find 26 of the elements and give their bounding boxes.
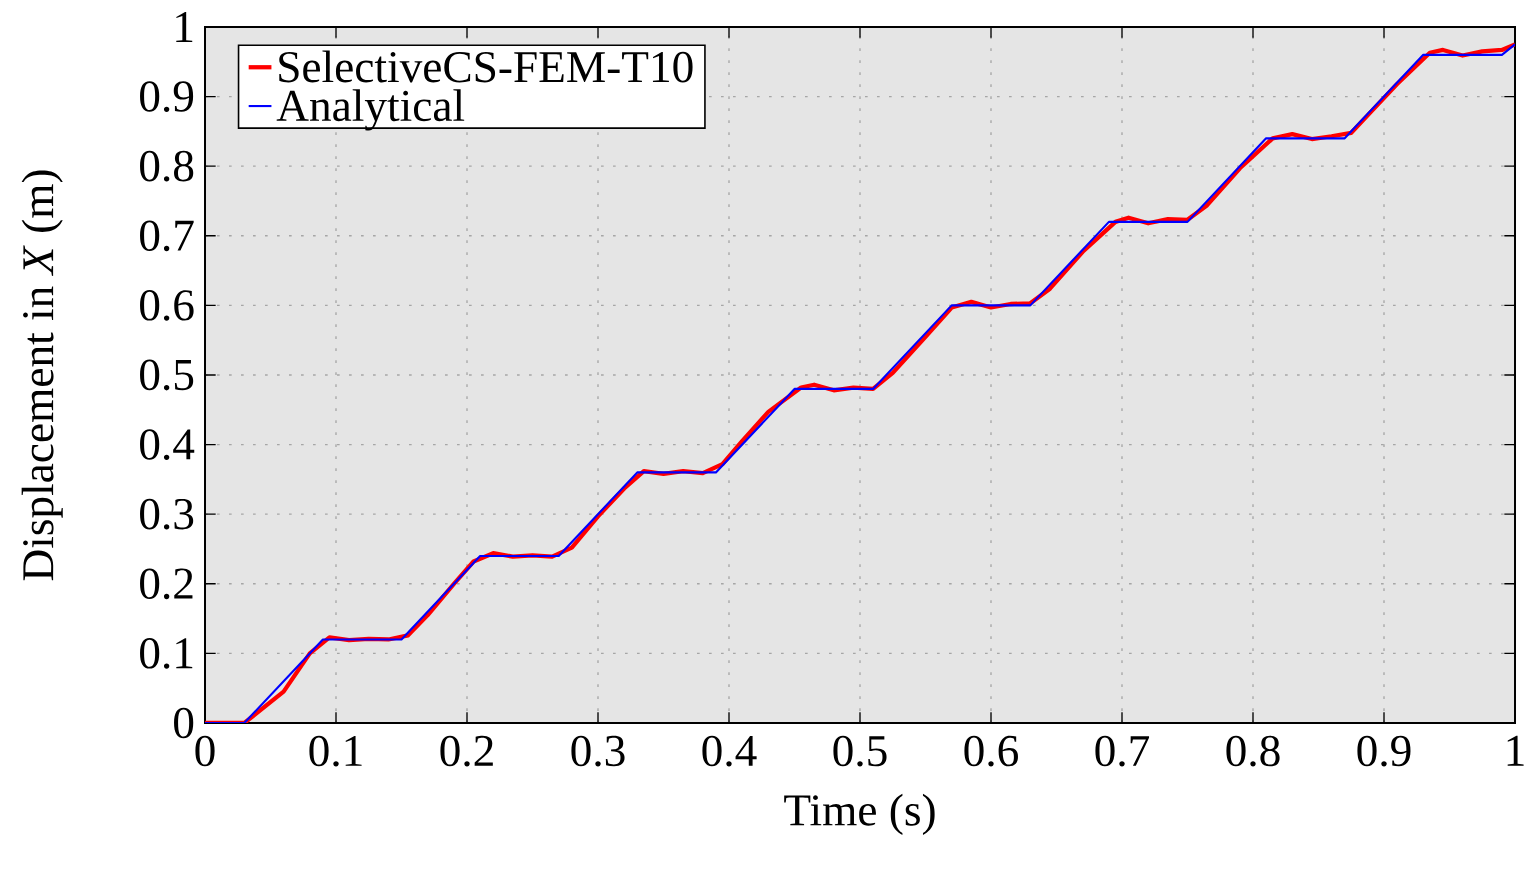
x-tick-label: 0.7 [1095, 735, 1150, 767]
y-tick-label: 0.2 [140, 568, 193, 600]
legend-label: Analytical [276, 89, 465, 131]
y-tick-label: 0.4 [140, 429, 195, 460]
x-tick-label: 1 [1507, 735, 1524, 766]
x-tick-label: 0.6 [964, 735, 1018, 767]
y-tick-label: 0.3 [140, 498, 194, 530]
x-axis-title: Time (s) [784, 793, 935, 835]
x-tick-label: 0.2 [440, 735, 493, 767]
legend-label: SelectiveCS-FEM-T10 [279, 50, 693, 83]
x-tick-label: 0 [195, 735, 215, 767]
y-tick-label: 0 [174, 707, 194, 739]
y-tick-label: 0.1 [140, 637, 193, 669]
y-tick-label: 1 [176, 12, 193, 42]
x-tick-label: 0.9 [1357, 735, 1411, 767]
y-tick-label: 0.8 [140, 150, 194, 182]
x-tick-label: 0.3 [571, 735, 625, 767]
y-tick-label: 0.5 [140, 359, 194, 391]
x-tick-label: 0.4 [702, 735, 757, 767]
y-axis-title: Displacement in X (m) [21, 170, 63, 581]
y-tick-label: 0.7 [140, 220, 194, 252]
y-tick-label: 0.6 [140, 289, 194, 321]
x-tick-label: 0.1 [309, 735, 362, 767]
x-tick-label: 0.8 [1226, 735, 1280, 767]
y-tick-label: 0.9 [140, 81, 194, 112]
x-tick-label: 0.5 [833, 735, 887, 767]
